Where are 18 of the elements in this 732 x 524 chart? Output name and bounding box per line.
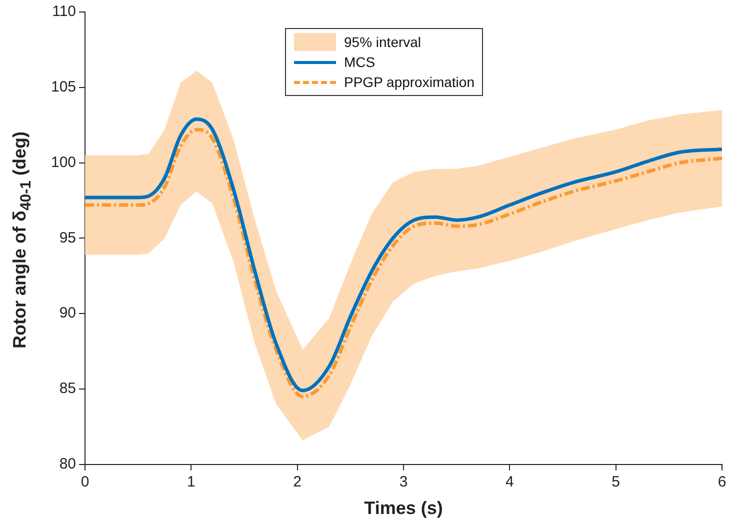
x-axis-title: Times (s) — [364, 498, 443, 518]
y-tick-label: 80 — [59, 456, 76, 473]
y-tick-label: 95 — [59, 229, 76, 246]
y-tick-label: 90 — [59, 304, 76, 322]
legend-label: 95% interval — [344, 34, 422, 50]
y-tick-label: 85 — [59, 380, 76, 398]
y-tick-label: 100 — [50, 154, 76, 171]
y-tick-label: 105 — [50, 78, 76, 96]
legend-label: MCS — [344, 54, 376, 70]
legend-label: PPGP approximation — [344, 74, 474, 90]
x-tick-label: 5 — [612, 474, 620, 491]
x-tick-label: 4 — [506, 474, 514, 491]
x-tick-label: 3 — [399, 474, 408, 491]
y-tick-label: 110 — [52, 3, 76, 20]
x-tick-label: 6 — [718, 474, 726, 491]
x-tick-label: 0 — [80, 474, 90, 491]
x-tick-label: 1 — [187, 474, 196, 491]
x-tick-label: 2 — [293, 474, 302, 491]
